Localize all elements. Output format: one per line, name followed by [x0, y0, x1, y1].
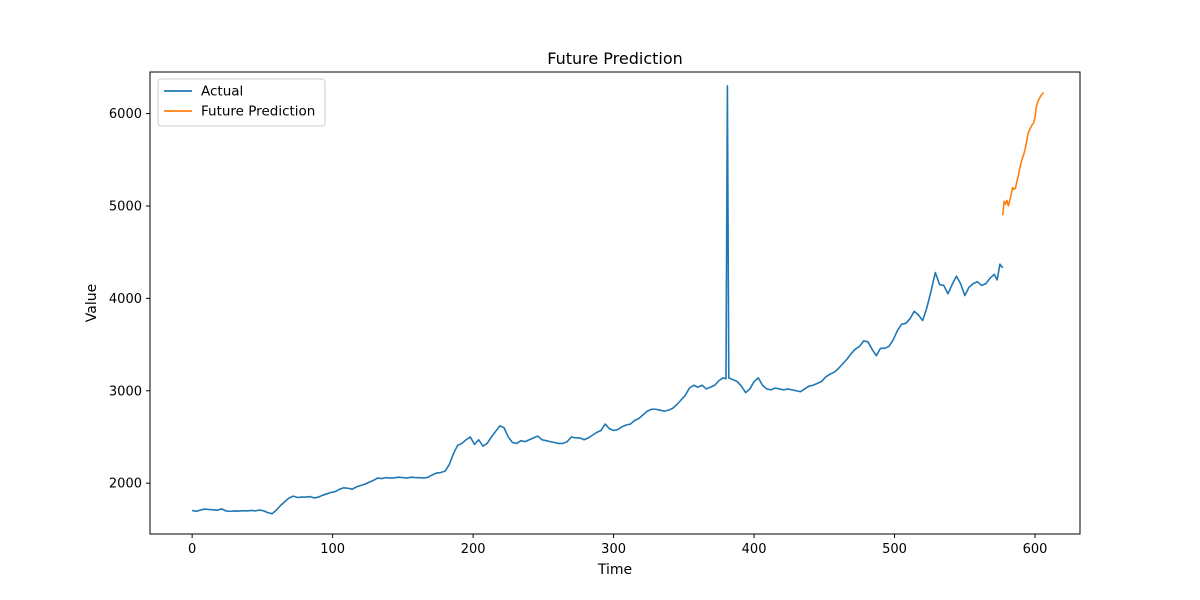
legend-label-1: Future Prediction: [201, 104, 315, 120]
y-axis: 2000 3000 4000 5000 6000: [109, 107, 150, 492]
x-tick-label: 500: [882, 542, 907, 557]
x-tick-label: 300: [601, 542, 626, 557]
y-axis-label: Value: [84, 284, 100, 322]
x-tick-label: 100: [320, 542, 345, 557]
legend-label-0: Actual: [201, 84, 243, 100]
chart-title: Future Prediction: [547, 49, 683, 68]
x-tick-label: 0: [188, 542, 196, 557]
y-tick-label: 3000: [109, 384, 142, 399]
plot-frame: [149, 71, 1081, 535]
y-tick-label: 2000: [109, 477, 142, 492]
plot-area: [191, 85, 1045, 515]
y-tick-label: 5000: [109, 199, 142, 214]
x-tick-label: 200: [461, 542, 486, 557]
x-axis-label: Time: [597, 562, 632, 578]
x-axis: 0 100 200 300 400 500 600: [188, 534, 1047, 557]
x-tick-label: 600: [1023, 542, 1048, 557]
y-tick-label: 4000: [109, 292, 142, 307]
x-tick-label: 400: [742, 542, 767, 557]
y-tick-label: 6000: [109, 107, 142, 122]
legend: Actual Future Prediction: [157, 78, 326, 127]
legend-frame: [157, 78, 326, 127]
series-line-0: [191, 85, 1004, 515]
series-line-1: [1001, 91, 1045, 216]
